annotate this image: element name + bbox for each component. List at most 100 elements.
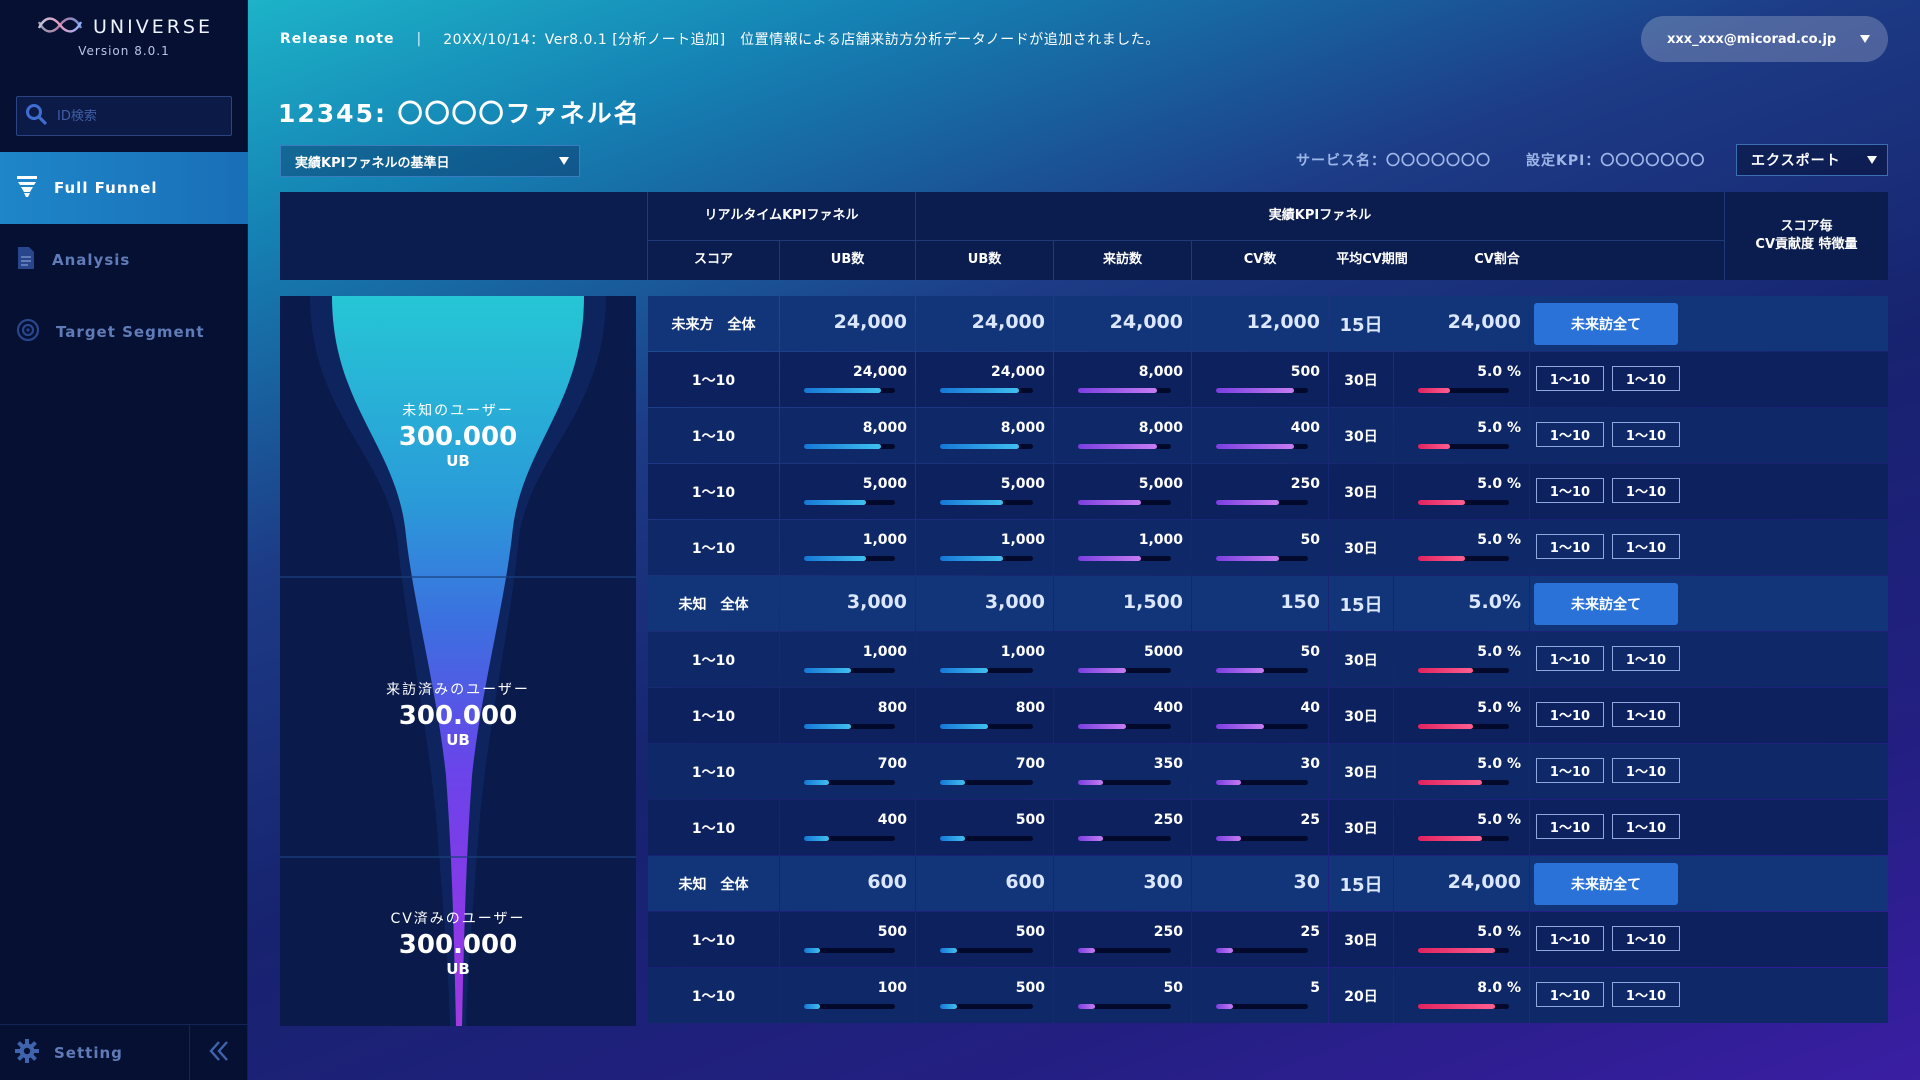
cell-background (1394, 688, 1529, 744)
cell-value: 1,000 (862, 532, 907, 549)
table-row: 1～10 500 500 250 25 30日 5.0 % 1～10 1～10 (648, 912, 1888, 968)
table-row: 1～10 5,000 5,000 5,000 250 30日 5.0 % 1～10 1～10 (648, 464, 1888, 520)
table-row: 1～10 1,000 1,000 1,000 50 30日 5.0 % 1～10 1～10 (648, 520, 1888, 576)
progress-bar (804, 388, 895, 394)
row-label: 1～10 (691, 429, 736, 446)
score-range-button[interactable]: 1～10 (1536, 534, 1604, 560)
score-range-button[interactable]: 1～10 (1536, 646, 1604, 672)
export-dropdown[interactable]: エクスポート (1736, 144, 1888, 176)
cell-value: 3,000 (846, 591, 907, 614)
score-range-button[interactable]: 1～10 (1612, 758, 1680, 784)
score-range-button[interactable]: 1～10 (1536, 366, 1604, 392)
logo[interactable]: UNIVERSE Version 8.0.1 (0, 14, 248, 58)
score-range-button[interactable]: 1～10 (1612, 646, 1680, 672)
cell-value: 24,000 (833, 311, 907, 334)
target-icon (16, 318, 40, 346)
cell-value: 150 (1280, 591, 1320, 614)
funnel-stage-count: 300.000 (398, 422, 518, 452)
cell-background (648, 744, 779, 800)
column-header-cv-rate: CV割合 (1474, 251, 1520, 267)
cell-value: 5.0 % (1477, 756, 1521, 773)
cell-visits: 350 (1054, 744, 1191, 800)
cell-background (1329, 352, 1393, 408)
score-range-button[interactable]: 1～10 (1536, 926, 1604, 952)
score-range-button[interactable]: 1～10 (1536, 422, 1604, 448)
cell-cv: 500 (1192, 352, 1328, 408)
setting-button[interactable]: Setting (0, 1025, 190, 1080)
cell-value: 500 (1015, 812, 1045, 829)
sidebar-item-full-funnel[interactable]: Full Funnel (0, 152, 248, 224)
base-date-select[interactable]: 実績KPIファネルの基準日 (280, 145, 580, 177)
cell-visits: 1,000 (1054, 520, 1191, 576)
progress-bar-fill (1078, 388, 1158, 394)
cell-background (780, 800, 915, 856)
all-unvisited-button[interactable]: 未来訪全て (1534, 583, 1678, 626)
id-search-field[interactable] (16, 96, 232, 136)
cell-value: 250 (1153, 924, 1183, 941)
cell-avg-cv-period: 15日 (1339, 595, 1383, 617)
cell-cv: 50 (1192, 520, 1328, 576)
cell-visits: 8,000 (1054, 352, 1191, 408)
realtime-kpi-header: リアルタイムKPIファネル (704, 207, 859, 223)
score-range-button[interactable]: 1～10 (1536, 982, 1604, 1008)
cell-cv: 25 (1192, 912, 1328, 968)
progress-bar (940, 668, 1033, 674)
score-range-button[interactable]: 1～10 (1612, 702, 1680, 728)
score-range-button[interactable]: 1～10 (1536, 702, 1604, 728)
cell-background (780, 632, 915, 688)
progress-bar (1078, 948, 1171, 954)
score-range-button[interactable]: 1～10 (1612, 814, 1680, 840)
cell-background (1192, 856, 1328, 912)
progress-bar-fill (1418, 500, 1466, 506)
score-range-button[interactable]: 1～10 (1536, 814, 1604, 840)
progress-bar-fill (804, 836, 829, 842)
cell-value: 30 (1293, 871, 1320, 894)
cell-value: 12,000 (1246, 311, 1320, 334)
account-menu[interactable]: xxx_xxx@micorad.co.jp (1641, 16, 1888, 62)
score-range-button[interactable]: 1～10 (1536, 758, 1604, 784)
cell-value: 100 (877, 980, 907, 997)
progress-bar (1216, 724, 1308, 730)
sidebar-item-target-segment[interactable]: Target Segment (0, 296, 248, 368)
cell-background (1530, 352, 1888, 408)
id-search-input[interactable] (57, 108, 207, 124)
cell-background (1530, 632, 1888, 688)
document-icon (16, 246, 36, 274)
cell-background (1329, 856, 1393, 912)
cell-cv: 150 (1192, 576, 1328, 632)
score-range-button[interactable]: 1～10 (1612, 982, 1680, 1008)
progress-bar-fill (804, 948, 821, 954)
all-unvisited-button[interactable]: 未来訪全て (1534, 863, 1678, 906)
cell-background (916, 576, 1053, 632)
funnel-chart: 未知のユーザー 300.000 UB 来訪済みのユーザー 300.000 UB … (280, 296, 636, 1026)
table-row: 1～10 400 500 250 25 30日 5.0 % 1～10 1～10 (648, 800, 1888, 856)
score-range-button[interactable]: 1～10 (1612, 926, 1680, 952)
score-range-button[interactable]: 1～10 (1536, 478, 1604, 504)
collapse-sidebar-button[interactable] (190, 1025, 248, 1080)
sidebar-item-analysis[interactable]: Analysis (0, 224, 248, 296)
cell-value: 50 (1163, 980, 1183, 997)
progress-bar-fill (1216, 388, 1295, 394)
release-note-link[interactable]: Release note (280, 31, 395, 47)
cell-background (780, 576, 915, 632)
score-feature-line2: CV貢献度 特徴量 (1755, 237, 1858, 252)
sidebar-item-label: Analysis (52, 251, 131, 269)
column-header-cv: CV数 (1243, 251, 1277, 267)
cell-value: 24,000 (971, 311, 1045, 334)
cell-visits: 5,000 (1054, 464, 1191, 520)
progress-bar-fill (1216, 780, 1241, 786)
cell-background (1329, 744, 1393, 800)
export-label: エクスポート (1751, 153, 1841, 169)
column-header-score: スコア (693, 251, 733, 267)
cell-value: 800 (877, 700, 907, 717)
progress-bar (940, 780, 1033, 786)
cell-background (1054, 912, 1191, 968)
score-range-button[interactable]: 1～10 (1612, 422, 1680, 448)
score-range-button[interactable]: 1～10 (1612, 366, 1680, 392)
score-range-button[interactable]: 1～10 (1612, 534, 1680, 560)
cell-value: 400 (1290, 420, 1320, 437)
cell-ub: 1,000 (916, 632, 1053, 688)
all-unvisited-button[interactable]: 未来訪全て (1534, 303, 1678, 346)
sidebar: UNIVERSE Version 8.0.1 Full Funnel Analy… (0, 0, 248, 1080)
score-range-button[interactable]: 1～10 (1612, 478, 1680, 504)
